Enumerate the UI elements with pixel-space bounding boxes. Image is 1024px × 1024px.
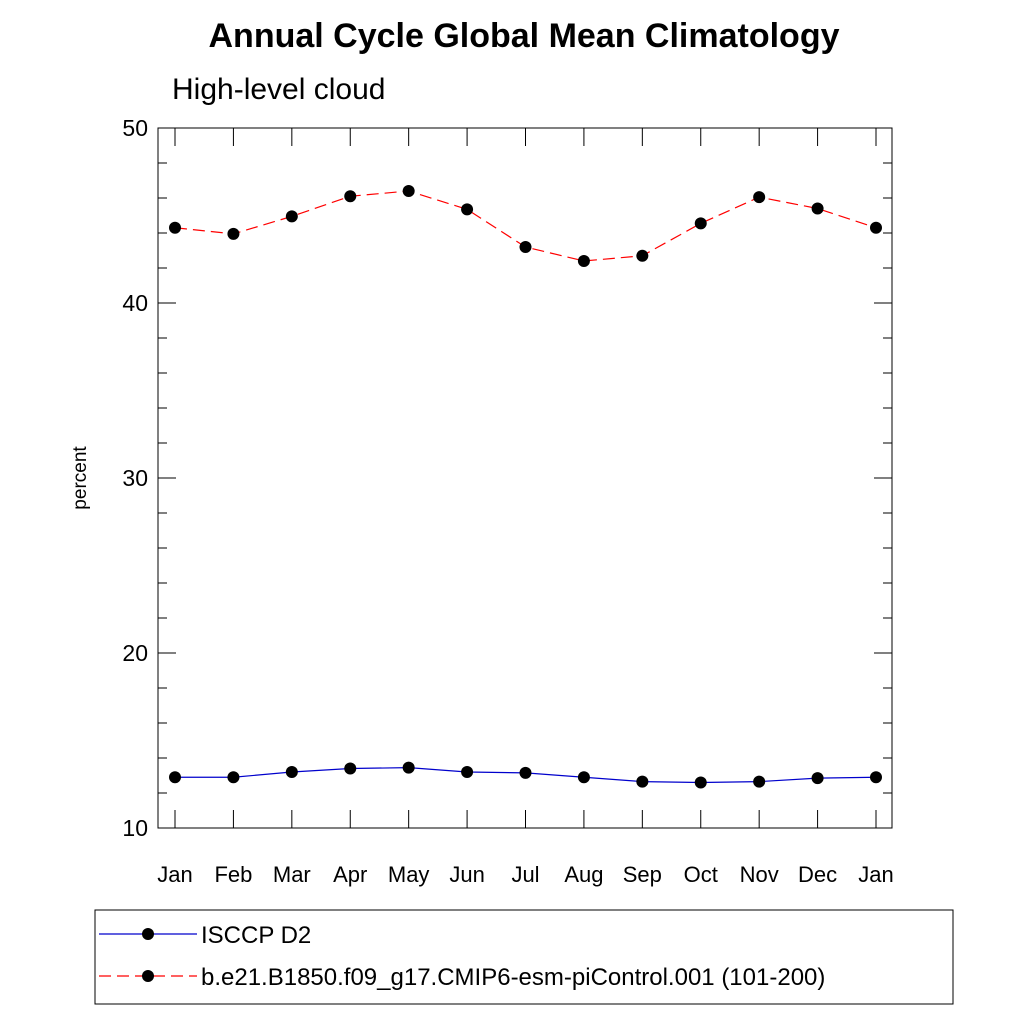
plot-frame [157,127,893,829]
data-point [402,185,415,197]
data-point [461,766,474,778]
data-point [344,762,357,775]
data-point [753,191,766,204]
x-tick-label: Jan [157,862,192,887]
legend-box [94,909,954,1005]
x-tick-label: Mar [273,862,311,887]
x-tick-label: Nov [740,862,779,887]
x-tick-label: Sep [623,862,662,887]
data-point [344,190,357,203]
y-tick-label: 30 [122,465,148,491]
legend-marker [142,928,154,940]
data-point [753,775,766,788]
x-tick-label: Dec [798,862,837,887]
chart-subtitle: High-level cloud [172,73,385,106]
x-tick-label: Jan [858,862,893,887]
data-point [870,221,882,234]
series-layer [169,185,882,789]
data-point [636,249,649,262]
legend-label: b.e21.B1850.f09_g17.CMIP6-esm-piControl.… [201,964,825,991]
y-tick-label: 20 [122,640,148,666]
y-tick-label: 10 [122,815,148,841]
series-2 [169,185,882,267]
data-point [519,766,532,779]
plot-border [157,127,893,829]
data-point [169,771,181,784]
y-tick-label: 40 [122,290,148,316]
legend: ISCCP D2 b.e21.B1850.f09_g17.CMIP6-esm-pi… [94,909,954,1005]
data-point [811,202,824,215]
series-1 [169,761,882,789]
data-point [694,776,707,789]
y-axis-label: percent [70,446,91,510]
x-tick-label: May [388,862,430,887]
data-point [870,771,882,784]
data-point [577,771,590,784]
x-tick-label: Apr [333,862,367,887]
data-point [285,766,298,778]
chart-title: Annual Cycle Global Mean Climatology [209,17,840,55]
x-tick-label: Aug [564,862,603,887]
x-tick-label: Jul [511,862,539,887]
data-point [402,761,415,774]
data-point [519,241,532,253]
legend-item: b.e21.B1850.f09_g17.CMIP6-esm-piControl.… [99,964,825,991]
data-point [227,771,240,784]
data-point [694,217,707,230]
data-point [461,203,474,216]
x-tick-label: Feb [214,862,252,887]
legend-marker [142,970,154,982]
data-point [285,210,298,223]
legend-item: ISCCP D2 [99,922,311,949]
y-axis-ticks: 10 20 30 40 50 [122,115,892,841]
x-axis-ticks: Jan Feb Mar Apr May Jun Jul Aug Sep Oct Nov Dec Jan [157,128,894,887]
legend-label: ISCCP D2 [201,922,311,949]
data-point [636,775,649,788]
data-point [227,227,240,240]
data-point [811,772,824,785]
data-point [577,255,590,267]
x-tick-label: Jun [449,862,484,887]
data-point [169,221,181,234]
y-tick-label: 50 [122,115,148,141]
x-tick-label: Oct [684,862,718,887]
